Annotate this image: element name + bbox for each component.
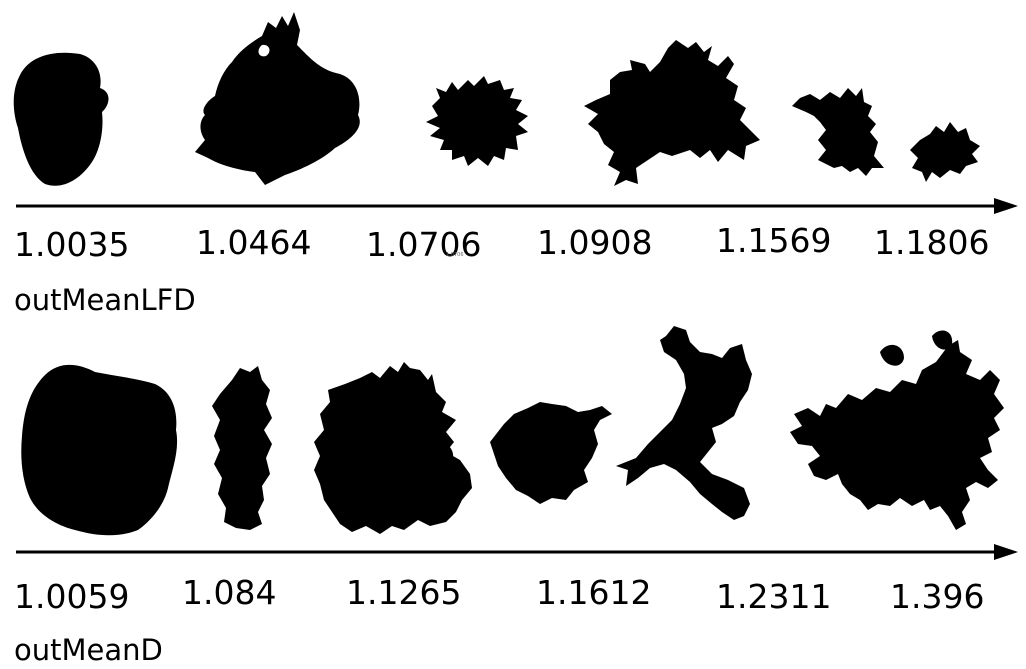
shape-r2-5	[616, 326, 752, 520]
value-label-r2-5: 1.2311	[716, 577, 832, 616]
value-label-r1-4: 1.0908	[537, 223, 653, 262]
shape-r1-6	[910, 122, 980, 182]
value-label-r1-3: 1.0706	[366, 225, 482, 264]
metric-label-top: outMeanLFD	[14, 283, 196, 317]
shape-r2-1	[21, 364, 178, 536]
axis-top	[16, 198, 1018, 214]
axis-bottom	[16, 544, 1018, 560]
value-label-r2-6: 1.396	[890, 577, 985, 616]
shape-r2-4	[490, 402, 612, 504]
shape-r2-3	[314, 362, 472, 534]
shape-r1-2	[195, 12, 360, 185]
value-label-r2-1: 1.0059	[14, 577, 130, 616]
value-label-r1-2: 1.0464	[196, 223, 312, 262]
value-label-r1-6: 1.1806	[874, 223, 990, 262]
value-label-r1-5: 1.1569	[716, 221, 832, 260]
shape-r1-3	[426, 76, 528, 166]
metric-label-bottom: outMeanD	[14, 633, 163, 667]
value-label-r2-4: 1.1612	[536, 573, 652, 612]
value-label-r2-2: 1.084	[182, 573, 277, 612]
value-label-r1-1: 1.0035	[14, 225, 130, 264]
shape-r2-2	[212, 366, 272, 530]
shape-r1-4	[584, 40, 760, 186]
shape-r1-5	[792, 88, 884, 176]
shape-r2-6	[790, 330, 1004, 530]
shape-r1-1	[13, 52, 109, 186]
value-label-r2-3: 1.1265	[346, 573, 462, 612]
tiny-annotation: 1.0706	[446, 252, 464, 258]
